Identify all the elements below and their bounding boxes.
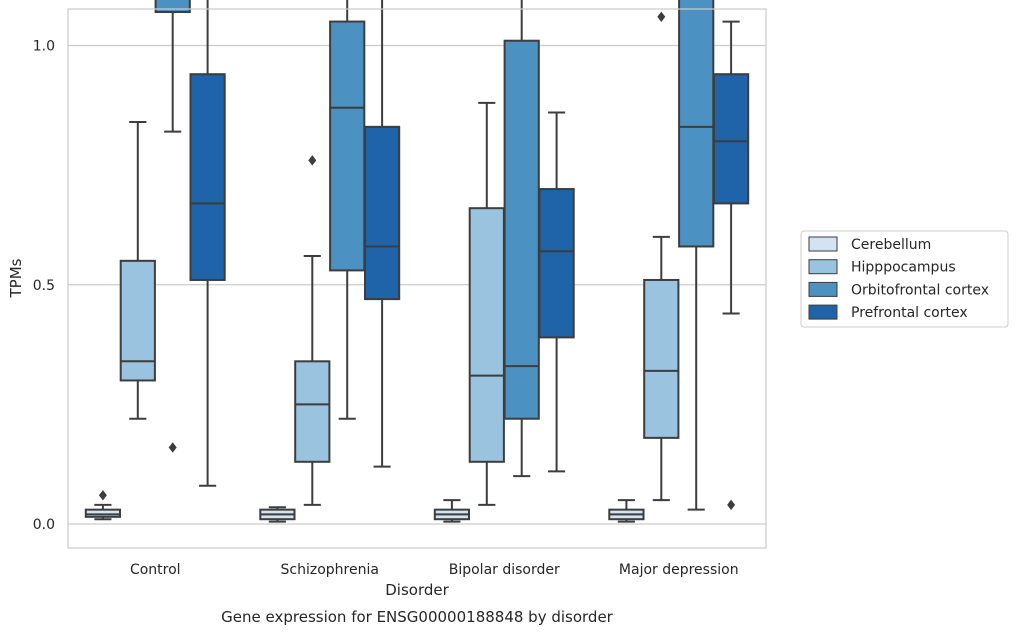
box-item <box>643 11 680 502</box>
box-item <box>678 0 715 511</box>
legend-label: Orbitofrontal cortex <box>851 282 989 298</box>
legend-frame <box>800 230 1009 328</box>
box-item <box>503 0 540 478</box>
legend-swatch <box>808 281 838 297</box>
y-tick-label: 0.5 <box>33 278 55 294</box>
box-rect <box>678 0 715 248</box>
box-series-group <box>189 0 750 511</box>
y-tick-label: 1.0 <box>33 39 55 55</box>
box-item <box>433 499 471 523</box>
box-rect <box>294 360 331 463</box>
box-series <box>84 0 750 523</box>
box-item <box>468 101 505 506</box>
box-rect <box>363 125 401 301</box>
y-axis-label: TPMs <box>7 258 25 298</box>
box-rect <box>538 188 575 339</box>
box-series-group <box>154 0 715 511</box>
box-rect <box>503 39 540 420</box>
box-item <box>259 506 296 523</box>
plot-background <box>68 9 766 548</box>
box-item <box>329 0 366 420</box>
legend-swatch <box>808 304 838 320</box>
box-item <box>119 121 156 420</box>
legend-label: Prefrontal cortex <box>851 305 968 321</box>
box-rect <box>329 20 366 272</box>
outlier-point <box>727 499 736 511</box>
y-tick-labels: 0.00.51.01.52.0 <box>33 39 55 534</box>
box-rect <box>84 508 122 518</box>
box-item <box>189 0 226 487</box>
box-rect <box>712 73 750 205</box>
box-rect <box>189 73 226 281</box>
box-rect <box>154 0 191 14</box>
x-tick-label: Schizophrenia <box>281 562 379 578</box>
outlier-point <box>308 155 317 166</box>
box-rect <box>119 259 156 382</box>
legend-swatch <box>808 259 838 275</box>
legend-label: Cerebellum <box>851 237 931 253</box>
box-item <box>294 155 331 506</box>
plot-frame <box>67 8 767 549</box>
legend-label: Hipppocampus <box>851 260 956 276</box>
legend-swatch <box>808 236 838 252</box>
box-item <box>712 20 750 511</box>
box-rect <box>643 278 680 439</box>
box-series-group <box>119 11 680 506</box>
box-series-group <box>84 490 645 523</box>
figure-caption: Gene expression for ENSG00000188848 by d… <box>221 608 614 626</box>
outlier-point <box>168 442 177 453</box>
box-item <box>363 0 401 468</box>
x-tick-label: Control <box>130 562 181 578</box>
legend: Cerebellum Hipppocampus Orbitofrontal cort… <box>800 230 1009 328</box>
box-item <box>538 111 575 473</box>
y-tick-label: 0.0 <box>33 517 55 533</box>
outlier-point <box>657 11 666 22</box>
x-tick-labels: Control Schizophrenia Bipolar disorder Majo… <box>130 562 739 578</box>
x-tick-label: Major depression <box>619 562 739 578</box>
x-tick-label: Bipolar disorder <box>449 562 560 578</box>
box-item <box>608 499 645 523</box>
x-axis-label: Disorder <box>385 581 449 599</box>
box-rect <box>468 207 505 463</box>
box-item <box>84 490 122 521</box>
outlier-point <box>98 490 107 501</box>
